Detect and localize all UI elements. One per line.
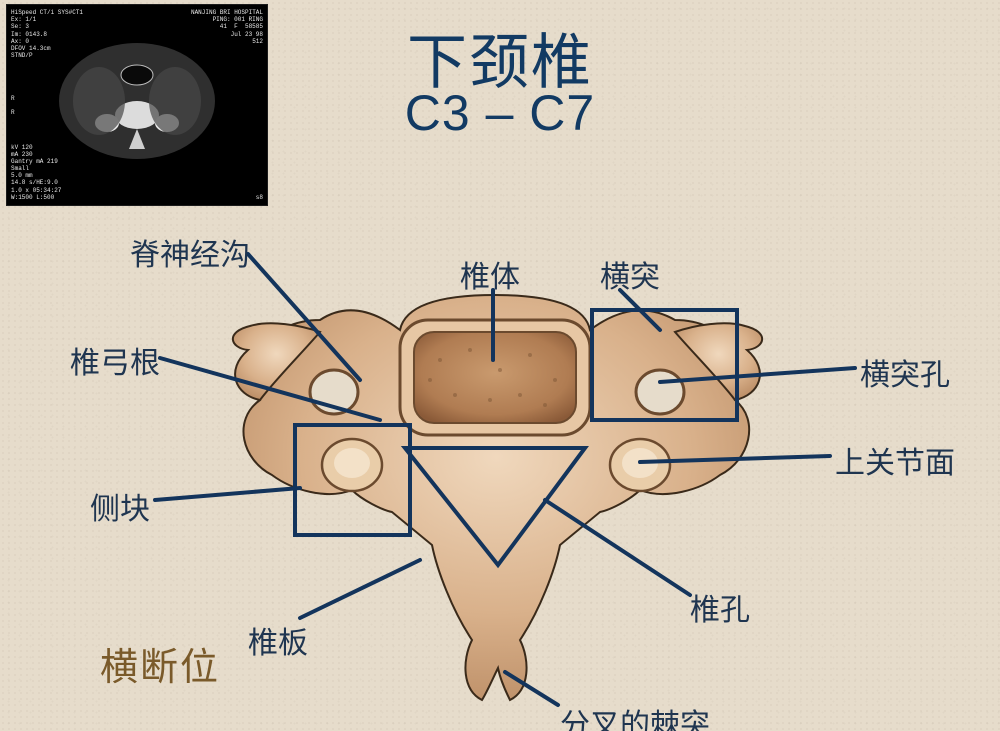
leader-pedicle xyxy=(160,358,380,420)
leader-spinal-nerve-groove xyxy=(248,254,360,380)
label-lateral-mass: 侧块 xyxy=(90,484,150,528)
label-lamina: 椎板 xyxy=(248,618,308,662)
vertebral-foramen-triangle xyxy=(405,448,585,565)
label-vertebral-foramen: 椎孔 xyxy=(690,585,750,629)
ct-meta-bottom-left: kV 120 mA 230 Gantry mA 219 Small 5.0 mm… xyxy=(11,144,61,202)
leader-lateral-mass xyxy=(155,488,300,500)
lateral-mass-box xyxy=(295,425,410,535)
view-label: 横断位 xyxy=(100,636,220,691)
transverse-process-box xyxy=(592,310,737,420)
label-spinal-nerve-groove: 脊神经沟 xyxy=(130,230,250,274)
leader-sup-articular-facet xyxy=(640,456,830,462)
leader-transverse-foramen xyxy=(660,368,855,382)
label-transverse-foramen: 横突孔 xyxy=(860,350,950,394)
leader-lamina xyxy=(300,560,420,618)
leader-transverse-process xyxy=(620,290,660,330)
ct-meta-bottom-right: s8 xyxy=(256,194,263,201)
leader-bifid-spinous xyxy=(505,672,558,705)
title-sub: C3 – C7 xyxy=(0,84,1000,142)
label-vertebral-body: 椎体 xyxy=(460,252,520,296)
slide-root: HiSpeed CT/i SYS#CT1 Ex: 1/1 Se: 3 Im: 0… xyxy=(0,0,1000,731)
label-bifid-spinous: 分叉的棘突 xyxy=(560,700,710,731)
leader-vertebral-foramen xyxy=(545,500,690,595)
label-sup-articular-facet: 上关节面 xyxy=(835,438,955,482)
label-transverse-process: 横突 xyxy=(600,252,660,296)
label-pedicle: 椎弓根 xyxy=(70,338,160,382)
